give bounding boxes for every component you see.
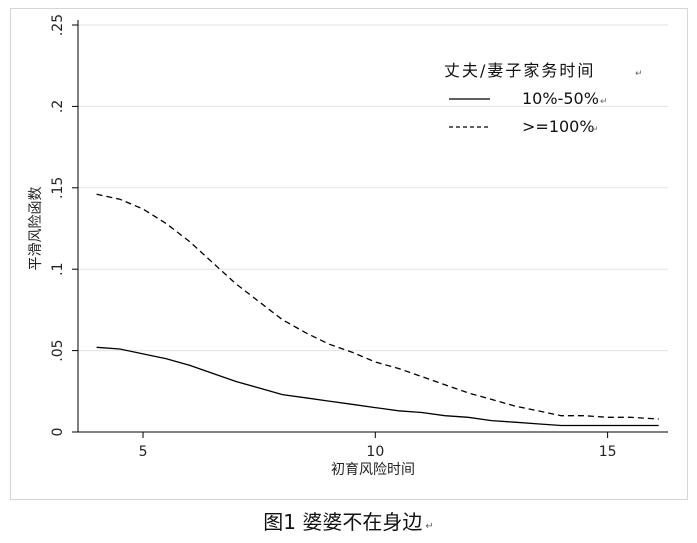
axes: 0 .05 .1 .15 .2 .25 5 10 15: [50, 14, 668, 460]
y-tick-label: .1: [50, 263, 66, 276]
legend-title-paragraph-mark: ↵: [635, 69, 643, 79]
x-tick-label: 10: [366, 444, 384, 460]
gridlines: [78, 24, 668, 433]
caption-paragraph-mark: ↵: [425, 521, 434, 532]
legend-label-1: >=100%: [522, 117, 595, 136]
legend-label-0: 10%-50%: [522, 89, 599, 108]
figure-caption: 图1 婆婆不在身边 ↵: [0, 506, 697, 535]
figure-frame: [10, 8, 688, 500]
y-axis-title: 平滑风险函数: [27, 187, 44, 271]
y-tick-label: .25: [50, 14, 66, 36]
legend-label-paragraph-mark-1: ↵: [591, 125, 599, 135]
chart: 0.05.1.15.2.255 10 15 丈夫/妻子家务时间 ↵10%-50% ↵>=…: [27, 14, 668, 478]
caption-text: 图1 婆婆不在身边: [263, 510, 423, 534]
y-tick-label: 0: [50, 428, 66, 437]
x-axis-title: 初育风险时间: [331, 461, 415, 478]
legend-title: 丈夫/妻子家务时间: [444, 61, 595, 80]
legend: 丈夫/妻子家务时间 ↵10%-50% ↵>=100%↵: [444, 61, 643, 136]
series-lines: [96, 193, 659, 427]
x-tick-label: 15: [599, 444, 617, 460]
y-tick-label: .05: [50, 339, 66, 361]
y-tick-label: .2: [50, 100, 66, 113]
legend-label-paragraph-mark-0: ↵: [600, 97, 608, 107]
series-line-1: [96, 193, 659, 420]
series-line-0: [96, 346, 659, 427]
x-tick-label: 5: [139, 444, 148, 460]
y-tick-label: .15: [50, 177, 66, 199]
